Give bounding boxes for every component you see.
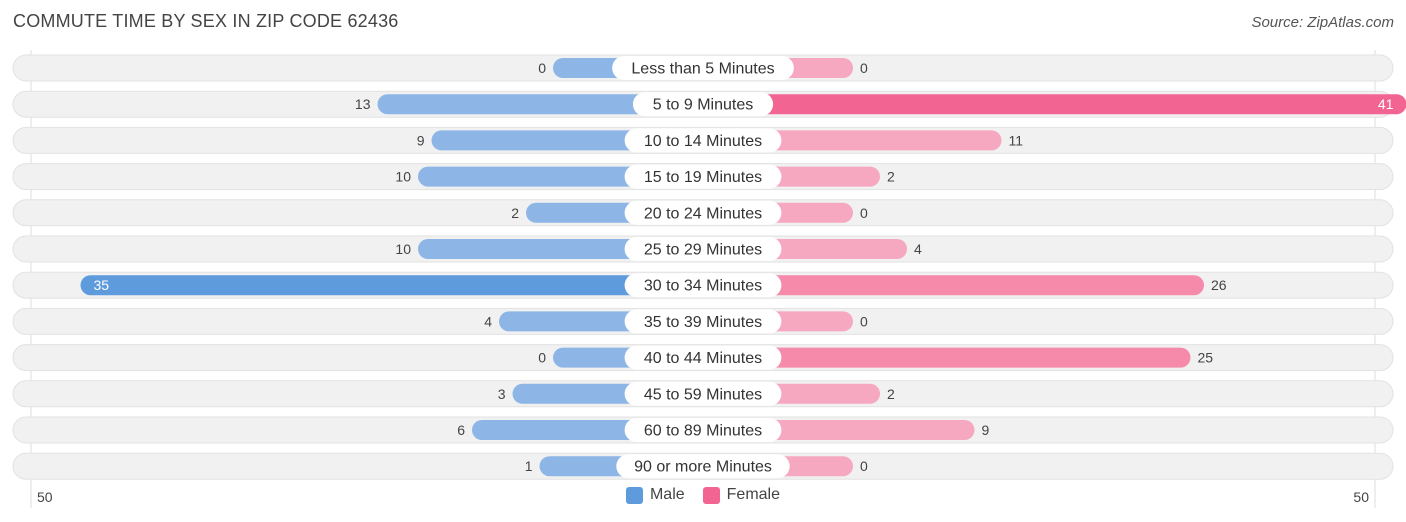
female-bar [703,94,1406,115]
category-label: 60 to 89 Minutes [644,423,762,440]
female-value-label: 2 [887,386,895,402]
category-label: 10 to 14 Minutes [644,133,762,150]
female-value-label: 0 [860,313,868,329]
female-value-label: 26 [1211,277,1227,293]
male-bar [377,94,703,115]
legend-swatch-male [625,486,643,504]
category-label-pill [624,128,782,153]
female-value-label: 41 [1378,96,1394,112]
male-value-label: 0 [538,60,546,76]
category-label: 90 or more Minutes [634,459,772,476]
male-bar [80,275,703,296]
chart-title: COMMUTE TIME BY SEX IN ZIP CODE 62436 [13,11,399,31]
female-bar [703,347,1191,368]
male-value-label: 4 [484,313,492,329]
category-label-pill [624,273,782,298]
source-label: Source: ZipAtlas.com [1251,14,1394,31]
female-value-label: 0 [860,458,868,474]
category-label-pill [624,345,782,370]
legend-label-male: Male [649,486,685,503]
female-value-label: 0 [860,205,868,221]
female-bar [703,275,1204,296]
axis-max-label: 50 [1353,489,1369,505]
category-label-pill [612,56,794,80]
category-label: 30 to 34 Minutes [644,278,762,295]
female-value-label: 9 [982,422,990,438]
legend: Male Female [0,486,1406,504]
male-value-label: 35 [94,277,110,293]
male-value-label: 2 [511,205,519,221]
category-label: 20 to 24 Minutes [644,205,762,222]
male-value-label: 1 [525,458,533,474]
legend-label-female: Female [726,486,781,503]
category-label-pill [632,92,774,117]
female-value-label: 2 [887,169,895,185]
legend-item-male: Male [625,486,685,504]
female-value-label: 25 [1198,350,1214,366]
male-value-label: 13 [355,96,371,112]
category-label: 45 to 59 Minutes [644,386,762,403]
category-label-pill [624,164,782,189]
female-value-label: 0 [860,60,868,76]
category-label: 15 to 19 Minutes [644,169,762,186]
male-value-label: 0 [538,350,546,366]
category-label-pill [624,418,782,442]
category-label-pill [624,309,782,334]
male-value-label: 9 [417,132,425,148]
category-label-pill [624,381,782,406]
male-value-label: 3 [498,386,506,402]
male-value-label: 10 [395,169,411,185]
male-value-label: 6 [457,422,465,438]
legend-swatch-female [702,486,720,504]
category-label: Less than 5 Minutes [631,61,774,78]
category-label-pill [616,454,790,479]
female-value-label: 11 [1009,132,1024,148]
category-label: 25 to 29 Minutes [644,242,762,259]
category-label-pill [624,200,782,225]
category-label: 35 to 39 Minutes [644,314,762,331]
female-value-label: 4 [914,241,922,257]
category-label: 5 to 9 Minutes [653,97,754,114]
male-value-label: 10 [395,241,411,257]
axis-min-label: 50 [37,489,53,505]
category-label: 40 to 44 Minutes [644,350,762,367]
category-label-pill [624,237,782,261]
legend-item-female: Female [702,486,781,504]
